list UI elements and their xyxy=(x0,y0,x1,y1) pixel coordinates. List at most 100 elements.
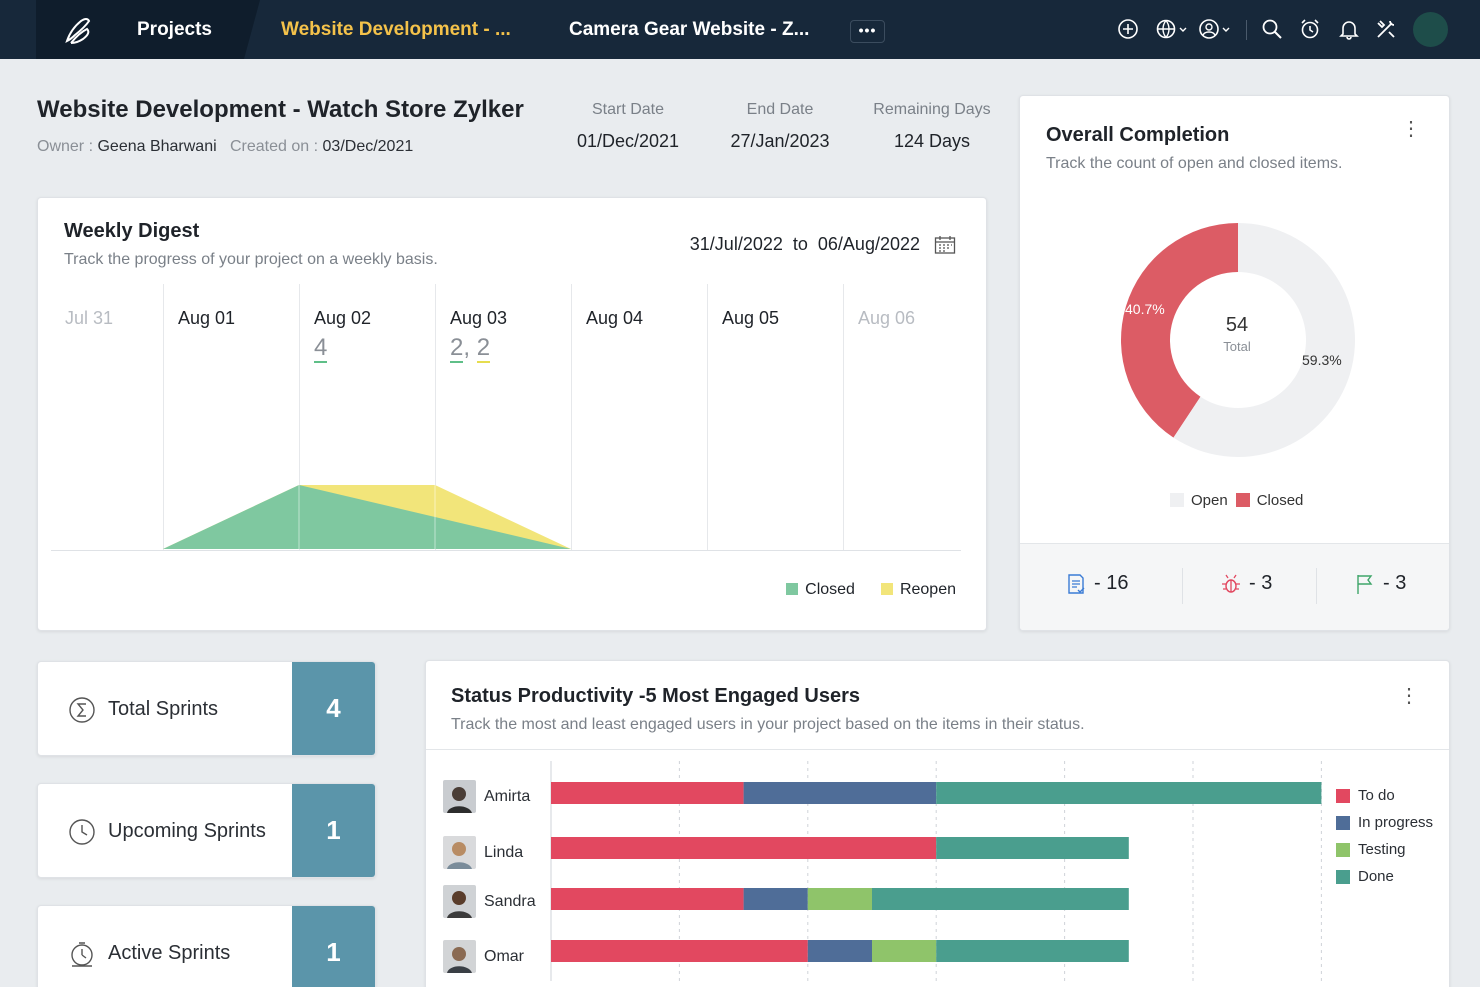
status-productivity-title: Status Productivity -5 Most Engaged User… xyxy=(451,685,860,707)
user-row-omar[interactable]: Omar xyxy=(443,940,524,973)
nav-projects-link[interactable]: Projects xyxy=(137,19,212,40)
total-sprints-count: 4 xyxy=(292,662,375,755)
day-column: Aug 06 xyxy=(843,284,961,550)
legend-closed[interactable]: Closed xyxy=(1235,492,1304,509)
avatar xyxy=(443,885,476,918)
stacked-bar-chart xyxy=(550,761,1322,981)
legend-swatch xyxy=(1336,788,1350,803)
closed-slice xyxy=(1121,223,1238,438)
legend-closed-swatch xyxy=(1235,493,1250,507)
status-productivity-subtitle: Track the most and least engaged users i… xyxy=(451,716,1085,733)
created-date: 03/Dec/2021 xyxy=(322,138,414,155)
day-label: Aug 05 xyxy=(722,308,780,328)
task-count: - 16 xyxy=(1094,572,1129,594)
total-sprints-card[interactable]: Total Sprints 4 xyxy=(37,661,376,756)
avatar xyxy=(443,836,476,869)
bar-segment-in-progress xyxy=(807,940,872,962)
active-sprints-label: Active Sprints xyxy=(108,942,231,964)
bar-segment-to-do xyxy=(551,837,937,859)
closed-count[interactable]: 2 xyxy=(450,334,464,363)
bug-icon xyxy=(1222,574,1240,593)
closed-percent-label: 40.7% xyxy=(1125,301,1165,317)
project-title: Website Development - Watch Store Zylker xyxy=(37,96,524,123)
calendar-icon[interactable] xyxy=(934,235,956,260)
bar-segment-done xyxy=(936,782,1322,804)
legend-reopen-label: Reopen xyxy=(899,581,956,598)
open-percent-label: 59.3% xyxy=(1302,352,1342,368)
avatar xyxy=(443,780,476,813)
legend-label: To do xyxy=(1358,787,1395,804)
toolbar-separator xyxy=(1246,20,1247,40)
active-sprints-card[interactable]: Active Sprints 1 xyxy=(37,905,376,987)
owner-name[interactable]: Geena Bharwani xyxy=(97,138,217,155)
milestone-stat[interactable]: - 3 xyxy=(1355,572,1406,595)
bar-segment-done xyxy=(936,940,1129,962)
end-date-value: 27/Jan/2023 xyxy=(730,131,830,151)
add-circle-icon[interactable] xyxy=(1117,17,1139,41)
overall-completion-subtitle: Track the count of open and closed items… xyxy=(1046,155,1343,172)
user-avatar[interactable] xyxy=(1413,12,1448,47)
user-row-amirta[interactable]: Amirta xyxy=(443,780,530,813)
overall-completion-card: Overall Completion Track the count of op… xyxy=(1019,95,1450,631)
user-switch-icon[interactable] xyxy=(1198,17,1232,41)
legend-label: Testing xyxy=(1358,841,1406,858)
user-name: Sandra xyxy=(484,892,536,910)
completion-stats: - 16 - 3 - 3 xyxy=(1020,543,1449,630)
legend-swatch xyxy=(1336,842,1350,857)
more-tabs-button[interactable]: ••• xyxy=(850,20,885,43)
legend-testing[interactable]: Testing xyxy=(1336,841,1433,858)
legend-reopen[interactable]: Reopen xyxy=(880,581,956,599)
range-to-label: to xyxy=(792,234,808,254)
upcoming-sprints-count: 1 xyxy=(292,784,375,877)
day-count[interactable]: 2, 2 xyxy=(450,334,491,363)
globe-icon[interactable] xyxy=(1156,17,1188,41)
more-options-icon[interactable]: ⋮ xyxy=(1401,118,1421,140)
range-from: 31/Jul/2022 xyxy=(689,234,783,254)
legend-closed-label: Closed xyxy=(1256,492,1304,509)
day-column: Aug 04 xyxy=(571,284,707,550)
bell-icon[interactable] xyxy=(1338,17,1360,41)
legend-open-label: Open xyxy=(1191,492,1228,509)
bug-stat[interactable]: - 3 xyxy=(1221,572,1272,595)
status-productivity-card: Status Productivity -5 Most Engaged User… xyxy=(425,660,1450,987)
closed-count[interactable]: 4 xyxy=(314,334,328,363)
user-row-sandra[interactable]: Sandra xyxy=(443,885,536,918)
date-range[interactable]: 31/Jul/2022 to 06/Aug/2022 xyxy=(690,234,920,255)
projects-nav-bg xyxy=(100,0,260,59)
tab-camera-gear-website[interactable]: Camera Gear Website - Z... xyxy=(569,19,810,40)
stat-divider xyxy=(1182,568,1183,604)
tab-website-development[interactable]: Website Development - ... xyxy=(281,19,511,40)
legend-open[interactable]: Open xyxy=(1170,492,1228,509)
task-stat[interactable]: - 16 xyxy=(1066,572,1128,595)
day-count[interactable]: 4 xyxy=(314,334,328,363)
completion-legend: Open Closed xyxy=(1170,492,1303,509)
more-options-icon[interactable]: ⋮ xyxy=(1399,685,1419,707)
tools-icon[interactable] xyxy=(1375,17,1397,41)
legend-closed-swatch xyxy=(786,583,799,595)
bar-segment-in-progress xyxy=(743,782,937,804)
day-column: Aug 03 2, 2 xyxy=(435,284,571,550)
start-date-block: Start Date 01/Dec/2021 xyxy=(566,101,690,152)
donut-chart xyxy=(1121,223,1355,457)
legend-done[interactable]: Done xyxy=(1336,868,1433,885)
user-row-linda[interactable]: Linda xyxy=(443,836,523,869)
weekly-legend: Closed Reopen xyxy=(786,581,956,599)
legend-closed[interactable]: Closed xyxy=(786,581,855,599)
upcoming-sprints-label: Upcoming Sprints xyxy=(108,820,266,842)
upcoming-sprints-card[interactable]: Upcoming Sprints 1 xyxy=(37,783,376,878)
legend-closed-label: Closed xyxy=(805,581,855,598)
stat-divider xyxy=(1316,568,1317,604)
reopen-count[interactable]: 2 xyxy=(476,334,491,363)
remaining-days-block: Remaining Days 124 Days xyxy=(866,101,998,152)
legend-swatch xyxy=(1336,869,1350,884)
search-icon[interactable] xyxy=(1261,17,1283,41)
weekly-digest-card: Weekly Digest Track the progress of your… xyxy=(37,197,987,631)
sigma-icon xyxy=(69,697,95,723)
weekly-digest-subtitle: Track the progress of your project on a … xyxy=(64,251,438,268)
milestone-flag-icon xyxy=(1357,574,1373,594)
day-label: Aug 04 xyxy=(586,308,644,328)
legend-todo[interactable]: To do xyxy=(1336,787,1433,804)
legend-in-progress[interactable]: In progress xyxy=(1336,814,1433,831)
alarm-clock-icon[interactable] xyxy=(1299,17,1321,41)
avatar xyxy=(443,940,476,973)
